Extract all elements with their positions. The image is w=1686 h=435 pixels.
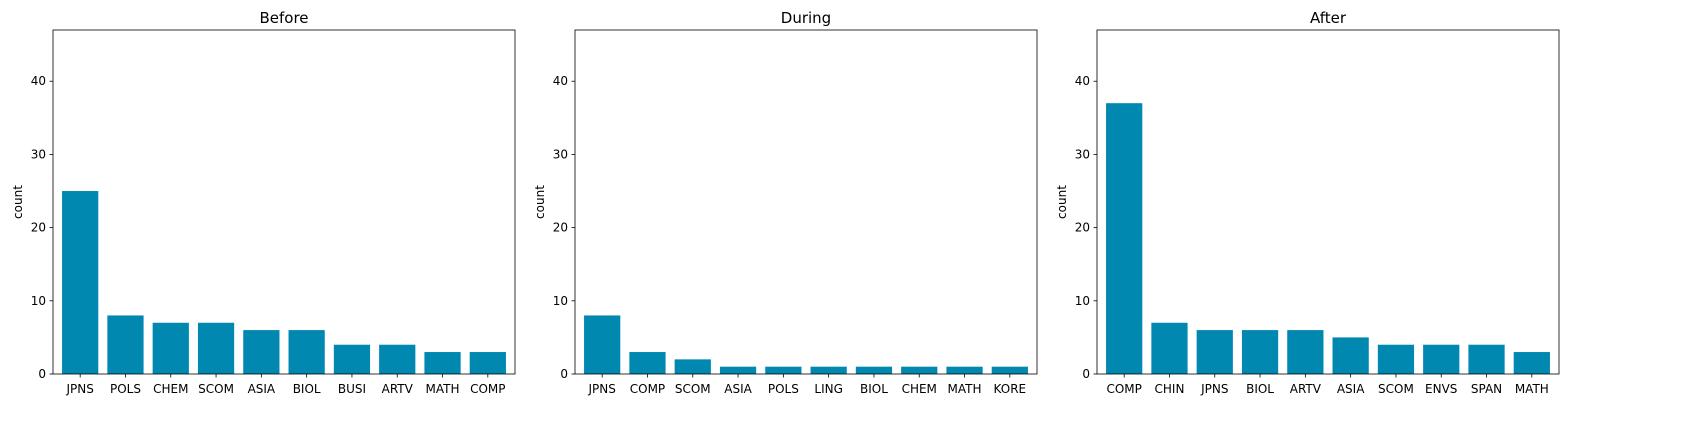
before-bar-math bbox=[424, 352, 461, 374]
after-ytick-label: 30 bbox=[1075, 147, 1090, 161]
during-xtick-label: COMP bbox=[630, 382, 665, 396]
during-bar-jpns bbox=[584, 315, 621, 374]
before-bar-biol bbox=[288, 330, 325, 374]
during-xtick-label: CHEM bbox=[902, 382, 937, 396]
after-xtick-label: MATH bbox=[1515, 382, 1549, 396]
after-bar-math bbox=[1513, 352, 1550, 374]
after-xtick-label: SCOM bbox=[1378, 382, 1414, 396]
during-ytick-label: 10 bbox=[553, 294, 568, 308]
during-xtick-label: JPNS bbox=[587, 382, 615, 396]
during-bar-chem bbox=[901, 366, 938, 374]
during-y-axis-label: count bbox=[533, 185, 547, 219]
during-ytick-label: 40 bbox=[553, 74, 568, 88]
before-ytick-label: 20 bbox=[31, 221, 46, 235]
during-bar-biol bbox=[855, 366, 893, 374]
before-ytick-label: 40 bbox=[31, 74, 46, 88]
before-chart-title: Before bbox=[259, 9, 308, 27]
during-xtick-label: LING bbox=[814, 382, 843, 396]
after-ytick-label: 20 bbox=[1075, 221, 1090, 235]
before-xtick-label: ASIA bbox=[248, 382, 276, 396]
during-xtick-label: POLS bbox=[768, 382, 799, 396]
before-axes-frame bbox=[52, 29, 516, 375]
before-bar-pols bbox=[107, 315, 144, 374]
during-xtick-label: ASIA bbox=[724, 382, 752, 396]
during-bar-comp bbox=[629, 352, 666, 374]
during-axes-frame bbox=[574, 29, 1038, 375]
after-ytick-label: 0 bbox=[1082, 367, 1090, 381]
during-xtick-label: MATH bbox=[948, 382, 982, 396]
after-bar-span bbox=[1468, 344, 1505, 374]
during-ytick-label: 0 bbox=[560, 367, 568, 381]
after-bar-asia bbox=[1332, 337, 1369, 374]
before-ytick-label: 0 bbox=[38, 367, 46, 381]
before-bar-artv bbox=[379, 344, 416, 374]
during-bar-pols bbox=[765, 366, 802, 374]
after-chart-title: After bbox=[1310, 9, 1347, 27]
before-bar-asia bbox=[243, 330, 280, 374]
before-y-axis-label: count bbox=[11, 185, 25, 219]
before-xtick-label: ARTV bbox=[382, 382, 414, 396]
panel-before: 0 10 20 30 40 JPNS POLS CHEM SCOM ASIA BIOL BUSI ART… bbox=[11, 9, 516, 396]
after-bar-scom bbox=[1377, 344, 1415, 374]
during-ytick-label: 20 bbox=[553, 221, 568, 235]
during-xtick-label: BIOL bbox=[860, 382, 888, 396]
after-bar-artv bbox=[1287, 330, 1324, 374]
during-bar-scom bbox=[674, 359, 711, 374]
before-ytick-label: 10 bbox=[31, 294, 46, 308]
before-xtick-label: JPNS bbox=[65, 382, 93, 396]
during-xtick-label: SCOM bbox=[675, 382, 711, 396]
after-xtick-label: JPNS bbox=[1200, 382, 1228, 396]
after-axes-frame bbox=[1096, 29, 1560, 375]
after-xtick-label: ASIA bbox=[1337, 382, 1365, 396]
before-bar-jpns bbox=[62, 191, 99, 374]
panel-during: 0 10 20 30 40 JPNS COMP SCOM ASIA POLS LING BIOL CHE… bbox=[533, 9, 1038, 396]
after-xtick-label: ENVS bbox=[1425, 382, 1457, 396]
after-y-axis-label: count bbox=[1055, 185, 1069, 219]
after-xtick-label: CHIN bbox=[1155, 382, 1185, 396]
during-ytick-label: 30 bbox=[553, 147, 568, 161]
before-bar-comp bbox=[469, 352, 506, 374]
after-xtick-label: COMP bbox=[1106, 382, 1141, 396]
during-bar-math bbox=[946, 366, 983, 374]
after-xtick-label: SPAN bbox=[1471, 382, 1502, 396]
before-xtick-label: POLS bbox=[110, 382, 141, 396]
after-bar-envs bbox=[1423, 344, 1460, 374]
before-xtick-label: SCOM bbox=[198, 382, 234, 396]
after-ytick-label: 10 bbox=[1075, 294, 1090, 308]
before-xtick-label: BUSI bbox=[338, 382, 366, 396]
during-bar-ling bbox=[810, 366, 847, 374]
before-xtick-label: MATH bbox=[426, 382, 460, 396]
before-xtick-label: COMP bbox=[470, 382, 505, 396]
after-xtick-label: BIOL bbox=[1246, 382, 1274, 396]
after-bar-jpns bbox=[1196, 330, 1233, 374]
after-xtick-label: ARTV bbox=[1290, 382, 1322, 396]
before-xtick-label: CHEM bbox=[153, 382, 188, 396]
during-bar-asia bbox=[719, 366, 757, 374]
during-bar-kore bbox=[991, 366, 1028, 374]
during-chart-title: During bbox=[781, 9, 831, 27]
before-ytick-label: 30 bbox=[31, 147, 46, 161]
after-ytick-label: 40 bbox=[1075, 74, 1090, 88]
after-bar-biol bbox=[1241, 330, 1279, 374]
before-bar-busi bbox=[333, 344, 371, 374]
after-bar-chin bbox=[1151, 322, 1188, 374]
during-xtick-label: KORE bbox=[994, 382, 1027, 396]
before-bar-scom bbox=[197, 322, 235, 374]
before-xtick-label: BIOL bbox=[293, 382, 321, 396]
after-bar-comp bbox=[1106, 103, 1143, 374]
panel-after: 0 10 20 30 40 COMP CHIN JPNS BIOL ARTV ASIA SCOM ENV… bbox=[1055, 9, 1560, 396]
before-bar-chem bbox=[152, 322, 189, 374]
